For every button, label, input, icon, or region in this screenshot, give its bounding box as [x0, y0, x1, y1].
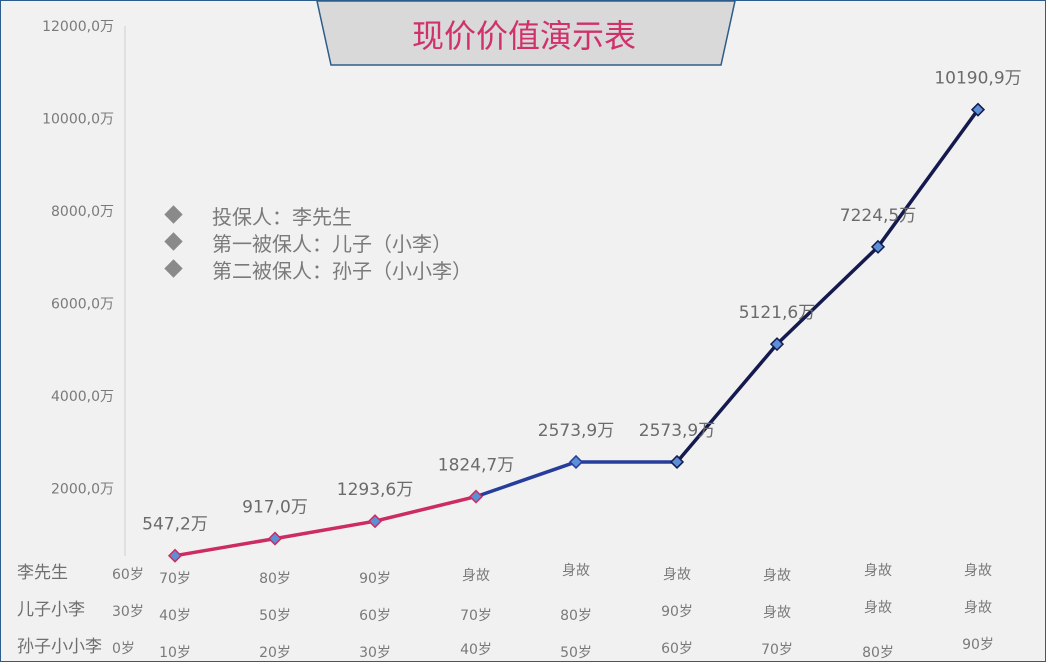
data-point-marker: [669, 454, 685, 470]
age-cell: 20岁: [259, 645, 291, 661]
age-cell: 90岁: [661, 604, 693, 620]
row-start-age-son: 30岁: [112, 604, 144, 620]
age-cell: 80岁: [560, 608, 592, 624]
legend: 投保人：李先生 第一被保人：儿子（小李） 第二被保人：孙子（小小李）: [164, 205, 472, 283]
age-cell: 身故: [763, 605, 791, 621]
row-label-grandson: 孙子小小李: [17, 637, 102, 657]
y-tick-label: 4000,0万: [51, 389, 114, 405]
data-point-marker: [468, 489, 484, 504]
age-cell: 70岁: [159, 571, 191, 587]
data-point-marker: [970, 102, 986, 117]
age-cell: 10岁: [159, 645, 191, 661]
data-label: 1293,6万: [337, 480, 413, 500]
y-tick-label: 10000,0万: [42, 112, 114, 128]
data-point-marker: [870, 239, 886, 254]
age-cell: 50岁: [560, 645, 592, 661]
y-tick-label: 2000,0万: [51, 482, 114, 498]
age-cells: 70岁 80岁 90岁 身故 身故 身故 身故 身故 身故40岁 50岁 60岁 70岁 80岁 90岁身…: [159, 563, 994, 661]
title-banner: [316, 1, 736, 66]
data-point-marker: [568, 454, 584, 470]
age-cell: 60岁: [359, 608, 391, 624]
data-label: 917,0万: [242, 498, 308, 518]
age-cell: 30岁: [359, 645, 391, 661]
diamond-icon: [164, 232, 183, 251]
age-table: 李先生 60岁 儿子小李 30岁 孙子小小李 0岁 70岁 80岁 90岁 身故 身故身…: [17, 563, 994, 661]
age-cell: 身故: [663, 567, 691, 583]
age-cell: 50岁: [259, 608, 291, 624]
series-lines: [174, 108, 980, 558]
data-label: 547,2万: [142, 515, 208, 535]
age-cell: 90岁: [359, 571, 391, 587]
age-cell: 身故: [562, 563, 590, 579]
age-cell: 身故: [964, 600, 992, 616]
data-label: 5121,6万: [739, 303, 815, 323]
age-cell: 70岁: [460, 608, 492, 624]
data-label: 2573,9万: [639, 421, 715, 441]
age-cell: 60岁: [661, 641, 693, 657]
diamond-icon: [164, 259, 183, 278]
data-point-marker: [167, 548, 183, 563]
age-cell: 身故: [462, 568, 490, 584]
y-tick-label: 12000,0万: [42, 19, 114, 35]
data-point-marker: [367, 514, 383, 529]
row-label-son: 儿子小李: [17, 600, 85, 620]
data-label: 1824,7万: [438, 456, 514, 476]
data-label: 10190,9万: [934, 69, 1021, 89]
age-cell: 80岁: [862, 645, 894, 661]
age-cell: 40岁: [159, 608, 191, 624]
age-cell: 40岁: [460, 642, 492, 658]
legend-item-policyholder: 投保人：李先生: [212, 205, 352, 229]
data-point-marker: [769, 337, 785, 352]
series-markers: [167, 102, 986, 563]
age-cell: 80岁: [259, 571, 291, 587]
chart-title: 现价价值演示表: [412, 17, 636, 55]
age-cell: 90岁: [962, 637, 994, 653]
legend-item-first-insured: 第一被保人：儿子（小李）: [212, 232, 452, 256]
age-cell: 身故: [964, 563, 992, 579]
age-cell: 身故: [864, 563, 892, 579]
y-axis-ticks: 2000,0万 4000,0万 6000,0万 8000,0万 10000,0万 1200…: [42, 19, 114, 498]
series-line-segment: [174, 494, 477, 558]
age-cell: 身故: [763, 568, 791, 584]
row-label-li: 李先生: [17, 563, 68, 583]
y-tick-label: 6000,0万: [51, 297, 114, 313]
series-line-segment: [675, 108, 980, 464]
age-cell: 70岁: [761, 642, 793, 658]
age-cell: 身故: [864, 600, 892, 616]
data-label: 7224,5万: [840, 206, 916, 226]
data-point-marker: [267, 531, 283, 546]
diamond-icon: [164, 205, 183, 224]
row-start-age-li: 60岁: [112, 567, 144, 583]
legend-item-second-insured: 第二被保人：孙子（小小李）: [212, 259, 472, 283]
data-label: 2573,9万: [538, 421, 614, 441]
data-labels: 547,2万 917,0万 1293,6万 1824,7万 2573,9万 2573,9万…: [142, 69, 1021, 535]
y-tick-label: 8000,0万: [51, 204, 114, 220]
row-start-age-grandson: 0岁: [112, 641, 135, 657]
